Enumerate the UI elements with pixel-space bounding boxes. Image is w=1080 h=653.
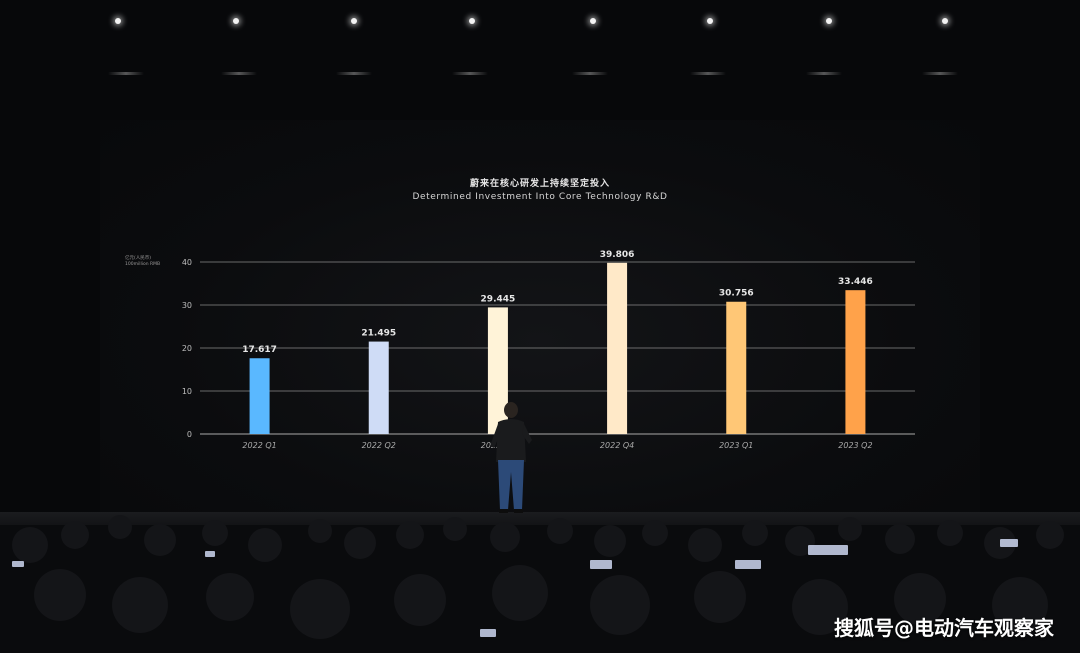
ceiling-strip (108, 72, 144, 75)
bar-value-label: 17.617 (242, 345, 277, 355)
bar-value-label: 33.446 (838, 277, 873, 287)
ceiling-light (233, 18, 239, 24)
ceiling-light (590, 18, 596, 24)
y-tick-label: 0 (187, 430, 192, 439)
ceiling-strip (221, 72, 257, 75)
y-axis-unit-cn: 亿元(人民币) (125, 256, 152, 261)
ceiling-light (942, 18, 948, 24)
y-axis-unit-en: 100million RMB (125, 262, 161, 267)
x-tick-label: 2022 Q2 (362, 441, 396, 450)
ceiling-strip (572, 72, 608, 75)
x-tick-label: 2023 Q1 (719, 441, 753, 450)
x-tick-label: 2022 Q4 (600, 441, 634, 450)
bar-2022-q4 (607, 262, 628, 434)
ceiling-light (826, 18, 832, 24)
audience-silhouettes (0, 515, 1080, 653)
ceiling-light (115, 18, 121, 24)
ceiling-strip (336, 72, 372, 75)
bar-value-label: 30.756 (719, 289, 754, 299)
ceiling-strip (690, 72, 726, 75)
projection-screen (100, 120, 980, 520)
ceiling-strip (806, 72, 842, 75)
ceiling-strip (452, 72, 488, 75)
x-tick-label: 2022 Q1 (242, 441, 276, 450)
bar-2022-q2 (368, 341, 389, 434)
bar-2023-q2 (845, 290, 866, 434)
x-tick-label: 2023 Q2 (838, 441, 872, 450)
bar-2022-q3 (487, 307, 508, 434)
presenter-figure (490, 402, 532, 513)
y-tick-label: 30 (182, 301, 192, 310)
slide-title-english: Determined Investment Into Core Technolo… (412, 192, 668, 202)
y-tick-label: 40 (182, 258, 192, 267)
watermark: 搜狐号@电动汽车观察家 (834, 616, 1054, 640)
bar-value-label: 39.806 (600, 250, 635, 260)
y-tick-label: 20 (182, 344, 192, 353)
ceiling-light (707, 18, 713, 24)
y-axis-unit-label: 亿元(人民币) 100million RMB (125, 256, 185, 268)
bar-value-label: 21.495 (361, 329, 396, 339)
bar-2023-q1 (726, 301, 747, 434)
ceiling-strip (922, 72, 958, 75)
slide-title-chinese: 蔚来在核心研发上持续坚定投入 (469, 179, 610, 189)
bar-2022-q1 (249, 358, 270, 434)
ceiling-light (469, 18, 475, 24)
y-tick-label: 10 (182, 387, 192, 396)
ceiling-light (351, 18, 357, 24)
bar-value-label: 29.445 (481, 294, 516, 304)
